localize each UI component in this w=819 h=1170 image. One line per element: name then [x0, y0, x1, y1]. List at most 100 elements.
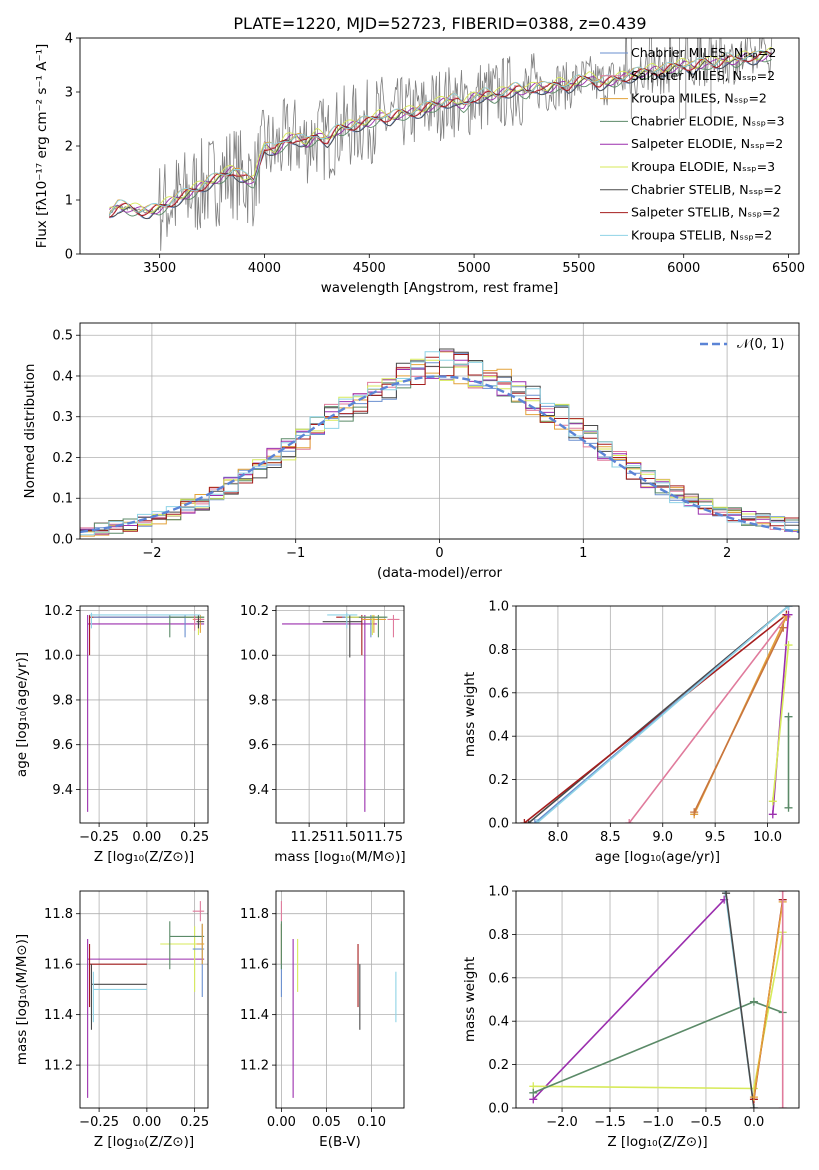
axes-frame: [275, 605, 405, 824]
legend-entry-label: Kroupa ELODIE, Nₛₛₚ=3: [631, 159, 775, 174]
y-tick-label: 0.8: [488, 928, 509, 943]
x-tick-label: 0.0: [744, 1115, 765, 1130]
axes-frame: [79, 322, 800, 540]
legend-entry-label: Salpeter MILES, Nₛₛₚ=2: [631, 68, 775, 83]
x-tick-label: 0.25: [180, 1115, 209, 1130]
cross-marker: [690, 808, 699, 817]
axes-frame: [79, 605, 209, 824]
age-vs-metallicity-panel: −0.25 0.00 0.25 9.4 9.6 9.8 10.0 10.2 Z [log₁₀(Z…: [14, 604, 209, 865]
age-vs-mass-panel: 11.25 11.50 11.75 9.4 9.6 9.8 10.0 10.2 mass [lo…: [240, 604, 406, 865]
x-tick-label: 0.05: [312, 1115, 341, 1130]
figure-title: PLATE=1220, MJD=52723, FIBERID=0388, z=0…: [233, 14, 646, 33]
cross-marker: [532, 819, 541, 823]
x-tick-label: 9.5: [705, 830, 726, 845]
model-spectrum-line: [108, 52, 773, 215]
x-tick-label: 1: [579, 546, 587, 561]
y-tick-label: 0.0: [488, 817, 509, 832]
mass-weight-line: [536, 606, 790, 823]
y-tick-label: 0.4: [52, 369, 73, 384]
mass-weight-line: [628, 616, 788, 823]
y-tick-label: 0.6: [488, 971, 509, 986]
y-tick-label: 11.8: [240, 907, 269, 922]
mass-vs-ebv-panel: 0.00 0.05 0.10 11.2 11.4 11.6 11.8 E(B-V): [240, 890, 405, 1150]
x-axis-label: mass [log₁₀(M/M⊙)]: [274, 849, 405, 865]
legend-entry-label: Chabrier ELODIE, Nₛₛₚ=3: [631, 113, 785, 128]
axes-frame: [79, 37, 800, 255]
cross-marker: [784, 606, 793, 610]
x-tick-label: 6000: [667, 261, 700, 276]
x-axis-label: E(B-V): [319, 1134, 361, 1150]
legend-entry-label: Salpeter ELODIE, Nₛₛₚ=2: [631, 136, 783, 151]
y-tick-label: 0.8: [488, 643, 509, 658]
y-tick-label: 0.5: [52, 329, 73, 344]
x-axis-label: Z [log₁₀(Z/Z⊙)]: [607, 1134, 707, 1150]
legend-entry-label: Chabrier MILES, Nₛₛₚ=2: [631, 45, 776, 60]
y-tick-label: 9.8: [248, 693, 269, 708]
x-tick-label: 6500: [772, 261, 805, 276]
x-tick-label: 10.0: [753, 830, 782, 845]
x-tick-label: 8.5: [600, 830, 621, 845]
cross-marker: [768, 810, 777, 819]
cross-marker: [768, 797, 777, 806]
x-tick-label: 0.10: [357, 1115, 386, 1130]
y-tick-label: 4: [65, 32, 73, 47]
model-spectrum-line: [109, 50, 773, 218]
x-axis-label: wavelength [Angstrom, rest frame]: [321, 280, 559, 296]
y-tick-label: 11.6: [44, 958, 73, 973]
x-tick-label: −0.25: [79, 830, 119, 845]
cross-marker: [778, 1104, 787, 1108]
x-tick-label: 9.0: [652, 830, 673, 845]
x-tick-label: −1.5: [594, 1115, 626, 1130]
cross-marker: [625, 819, 634, 823]
x-axis-label: age [log₁₀(age/yr)]: [595, 849, 720, 865]
x-tick-label: 0.25: [180, 830, 209, 845]
mass-weight-vs-age-panel: 8.0 8.5 9.0 9.5 10.0 0.0 0.2 0.4 0.6 0.8 1.0 age [l…: [462, 600, 800, 865]
axes-frame: [515, 605, 800, 824]
y-tick-label: 0.2: [52, 451, 73, 466]
mass-weight-line: [725, 893, 755, 1108]
axes-frame: [79, 890, 209, 1109]
axes-frame: [275, 890, 405, 1109]
cross-marker: [784, 610, 793, 619]
model-spectrum-line: [108, 50, 772, 215]
cross-marker: [779, 623, 788, 632]
plot-area: [282, 612, 400, 812]
x-tick-label: −0.25: [79, 1115, 119, 1130]
cross-marker: [778, 891, 787, 895]
x-tick-label: −1.0: [642, 1115, 674, 1130]
x-axis-label: Z [log₁₀(Z/Z⊙)]: [94, 849, 194, 865]
plot-area: [80, 348, 799, 537]
y-axis-label: mass [log₁₀(M/M⊙)]: [14, 934, 30, 1065]
mass-weight-line: [532, 899, 725, 1100]
cross-marker: [784, 712, 793, 721]
y-tick-label: 0.2: [488, 1058, 509, 1073]
cross-marker: [520, 819, 529, 823]
y-tick-label: 9.4: [248, 783, 269, 798]
histogram-step-line: [80, 351, 799, 536]
mass-vs-metallicity-panel: −0.25 0.00 0.25 11.2 11.4 11.6 11.8 Z [log₁₀(Z/…: [14, 890, 209, 1150]
y-axis-label: age [log₁₀(age/yr)]: [14, 652, 30, 777]
mass-weight-line: [753, 901, 784, 1098]
y-axis-label: mass weight: [462, 672, 478, 757]
legend-entry-label: Kroupa STELIB, Nₛₛₚ=2: [631, 227, 772, 242]
y-tick-label: 0.4: [488, 730, 509, 745]
spectrum-panel: 3500 4000 4500 5000 5500 6000 6500 0 1 2 3 4 wavelen…: [34, 32, 805, 297]
y-tick-label: 1: [65, 194, 73, 209]
y-tick-label: 10.0: [44, 649, 73, 664]
x-tick-label: 11.50: [328, 830, 365, 845]
y-tick-label: 11.2: [240, 1059, 269, 1074]
normal-reference-curve: [80, 375, 799, 534]
mass-weight-line: [693, 627, 785, 813]
x-tick-label: 11.25: [291, 830, 328, 845]
plot-area: [87, 901, 205, 1098]
y-tick-label: 2: [65, 140, 73, 155]
histogram-step-line: [80, 354, 799, 532]
y-axis-label: Flux [fλ10⁻¹⁷ erg cm⁻² s⁻¹ A⁻¹]: [34, 44, 50, 249]
y-tick-label: 10.2: [44, 604, 73, 619]
y-tick-label: 9.8: [52, 693, 73, 708]
y-tick-label: 9.6: [248, 738, 269, 753]
x-tick-label: −0.5: [690, 1115, 722, 1130]
x-tick-label: 5500: [562, 261, 595, 276]
y-tick-label: 1.0: [488, 885, 509, 900]
y-axis-label: mass weight: [462, 957, 478, 1042]
